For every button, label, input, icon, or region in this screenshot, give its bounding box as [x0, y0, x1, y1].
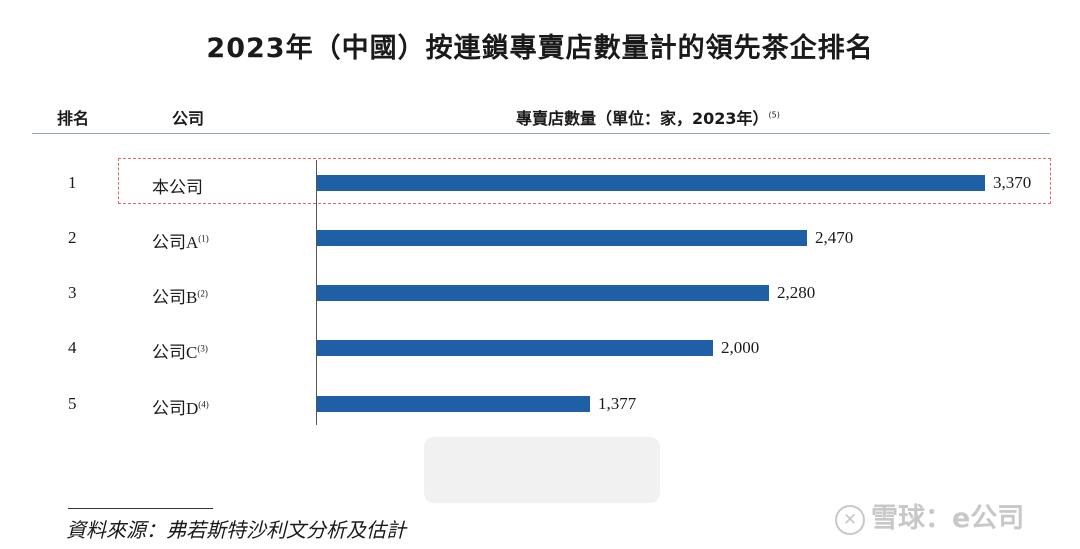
bar	[317, 285, 769, 301]
header-divider	[32, 133, 1050, 134]
chart-title: 2023年（中國）按連鎖專賣店數量計的領先茶企排名	[206, 33, 874, 64]
highlight-frame	[118, 158, 1051, 204]
snowball-logo-icon: ✕	[835, 504, 865, 535]
chart-row: 3 公司B(2) 2,280	[0, 283, 1080, 307]
company-name: 公司A	[152, 233, 199, 252]
source-divider	[68, 508, 213, 509]
bar-value-label: 3,370	[993, 173, 1032, 192]
company-footnote: (1)	[198, 233, 209, 244]
watermark: ✕ 雪球：e公司	[835, 496, 1024, 535]
company-footnote: (4)	[198, 399, 209, 410]
chart-row: 1 本公司 3,370	[0, 173, 1080, 197]
rank-column-header: 排名	[57, 109, 90, 128]
rank-label: 1	[68, 173, 77, 192]
store-count-header-text: 專賣店數量（單位：家，2023年）	[516, 109, 769, 128]
company-footnote: (3)	[197, 343, 208, 354]
company-name: 公司D	[152, 399, 199, 418]
company-column-header: 公司	[172, 109, 205, 128]
rank-label: 5	[68, 394, 77, 413]
bar-value-label: 2,280	[777, 283, 816, 302]
company-label: 本公司	[152, 173, 203, 198]
chart-row: 2 公司A(1) 2,470	[0, 228, 1080, 252]
bar	[317, 175, 985, 191]
rank-label: 4	[68, 338, 77, 357]
company-label: 公司D(4)	[152, 394, 209, 419]
company-name: 公司C	[152, 343, 198, 362]
bar-value-label: 1,377	[598, 394, 637, 413]
bar-axis-line	[316, 160, 317, 425]
company-footnote: (2)	[197, 288, 208, 299]
chart-row: 5 公司D(4) 1,377	[0, 394, 1080, 418]
company-label: 公司B(2)	[152, 283, 208, 308]
watermark-text: 雪球：e公司	[871, 503, 1025, 534]
company-label: 公司A(1)	[152, 228, 209, 253]
bar	[317, 230, 807, 246]
company-label: 公司C(3)	[152, 338, 208, 363]
bar-value-label: 2,000	[721, 338, 760, 357]
source-note: 資料來源：弗若斯特沙利文分析及估計	[66, 518, 406, 542]
rank-label: 3	[68, 283, 77, 302]
company-name: 本公司	[152, 178, 203, 197]
blurred-overlay	[424, 437, 660, 503]
bar-value-label: 2,470	[815, 228, 854, 247]
bar	[317, 340, 713, 356]
store-count-header-note: (5)	[768, 110, 780, 120]
company-name: 公司B	[152, 288, 198, 307]
bar	[317, 396, 590, 412]
store-count-column-header: 專賣店數量（單位：家，2023年）(5)	[516, 105, 780, 129]
rank-label: 2	[68, 228, 77, 247]
chart-row: 4 公司C(3) 2,000	[0, 338, 1080, 362]
